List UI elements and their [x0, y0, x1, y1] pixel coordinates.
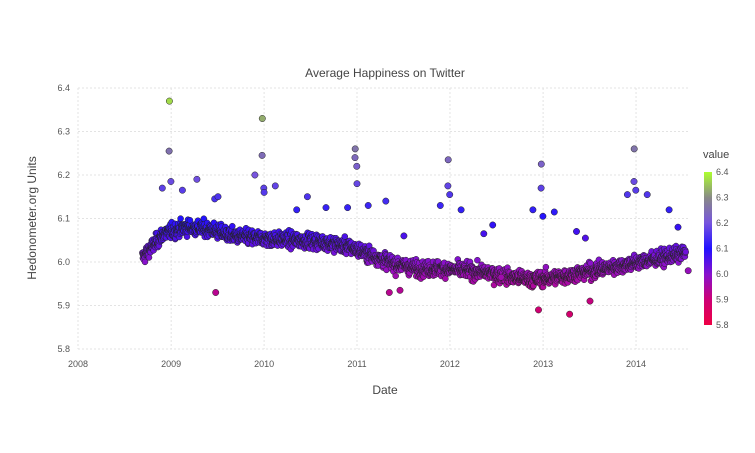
- outlier-point: [165, 147, 173, 155]
- x-tick-label: 2011: [347, 359, 366, 369]
- outlier-point: [212, 289, 220, 296]
- x-tick-label: 2008: [68, 359, 88, 369]
- y-tick-label: 5.8: [57, 344, 70, 354]
- y-axis-title: Hedonometer.org Units: [25, 156, 39, 279]
- outlier-point: [632, 186, 640, 194]
- outlier-point: [581, 234, 589, 242]
- legend-labels: 6.4 6.3 6.2 6.1 6.0 5.9 5.8: [716, 167, 729, 330]
- outlier-point: [303, 193, 311, 201]
- outlier-point: [444, 182, 452, 190]
- outlier-point: [643, 191, 651, 199]
- outlier-point: [293, 206, 301, 214]
- outlier-point: [539, 212, 547, 220]
- grid: [77, 87, 690, 350]
- outlier-point: [497, 273, 505, 281]
- legend-label: 6.2: [716, 218, 729, 228]
- outlier-point: [535, 306, 542, 314]
- legend-label: 5.8: [716, 320, 729, 330]
- x-axis-ticks: 2008 2009 2010 2011 2012 2013 2014: [68, 359, 646, 369]
- y-tick-label: 6.3: [57, 127, 70, 137]
- outlier-point: [573, 228, 580, 235]
- outlier-point: [537, 160, 545, 168]
- outlier-point: [444, 156, 452, 164]
- outlier-point: [167, 178, 175, 185]
- y-tick-label: 6.0: [57, 257, 70, 267]
- outlier-point: [258, 151, 266, 159]
- x-tick-label: 2014: [626, 359, 646, 369]
- y-tick-label: 6.2: [57, 170, 70, 180]
- outlier-point: [344, 204, 352, 212]
- data-point: [177, 215, 184, 222]
- x-tick-label: 2010: [254, 359, 274, 369]
- data-point: [542, 263, 550, 271]
- outlier-point: [271, 182, 279, 190]
- y-tick-label: 6.4: [57, 83, 70, 93]
- outlier-point: [353, 180, 361, 188]
- legend-label: 6.4: [716, 167, 729, 177]
- outlier-point: [382, 197, 390, 205]
- outlier-point: [446, 191, 454, 199]
- data-point: [474, 256, 481, 264]
- data-point: [141, 258, 149, 266]
- outlier-point: [165, 97, 173, 105]
- outlier-point: [537, 184, 545, 192]
- x-axis-title: Date: [372, 383, 398, 397]
- outlier-point: [489, 221, 497, 229]
- legend-title: value: [703, 149, 729, 161]
- y-tick-label: 5.9: [57, 301, 70, 311]
- outlier-point: [623, 191, 631, 199]
- outlier-point: [258, 115, 266, 122]
- legend-colorbar: [704, 172, 712, 325]
- outlier-point: [351, 145, 359, 153]
- data-point: [341, 233, 349, 240]
- data-point: [229, 222, 236, 230]
- legend-label: 6.0: [716, 269, 729, 279]
- outlier-point: [550, 208, 558, 216]
- outlier-point: [674, 223, 682, 231]
- y-tick-label: 6.1: [57, 214, 70, 224]
- outlier-point: [251, 171, 259, 179]
- legend-label: 6.1: [716, 244, 729, 254]
- data-point: [442, 275, 449, 282]
- outlier-point: [480, 230, 488, 238]
- outlier-point: [586, 297, 594, 305]
- outlier-point: [385, 289, 393, 296]
- outlier-point: [630, 178, 638, 185]
- outlier-point: [457, 206, 465, 214]
- data-point: [392, 272, 399, 280]
- outlier-point: [351, 154, 359, 162]
- outlier-point: [260, 188, 268, 196]
- outlier-point: [214, 193, 222, 201]
- data-points: [139, 97, 692, 318]
- outlier-point: [193, 175, 201, 183]
- legend: value 6.4 6.3 6.2 6.1 6.0 5.9 5.8: [703, 149, 729, 330]
- x-tick-label: 2012: [440, 359, 460, 369]
- outlier-point: [630, 145, 638, 153]
- outlier-point: [158, 184, 166, 192]
- outlier-point: [396, 286, 404, 294]
- outlier-point: [322, 204, 330, 212]
- x-tick-label: 2009: [161, 359, 181, 369]
- outlier-point: [178, 186, 186, 194]
- outlier-point: [665, 206, 673, 214]
- outlier-point: [529, 206, 537, 214]
- outlier-point: [684, 267, 692, 275]
- outlier-point: [436, 202, 444, 209]
- chart-title: Average Happiness on Twitter: [305, 66, 465, 80]
- x-tick-label: 2013: [533, 359, 553, 369]
- legend-label: 5.9: [716, 295, 729, 305]
- outlier-point: [400, 232, 408, 240]
- outlier-point: [566, 310, 574, 318]
- data-point: [682, 248, 689, 256]
- outlier-point: [364, 202, 372, 209]
- outlier-point: [353, 162, 361, 170]
- legend-label: 6.3: [716, 193, 729, 203]
- y-axis-ticks: 5.8 5.9 6.0 6.1 6.2 6.3 6.4: [57, 83, 70, 354]
